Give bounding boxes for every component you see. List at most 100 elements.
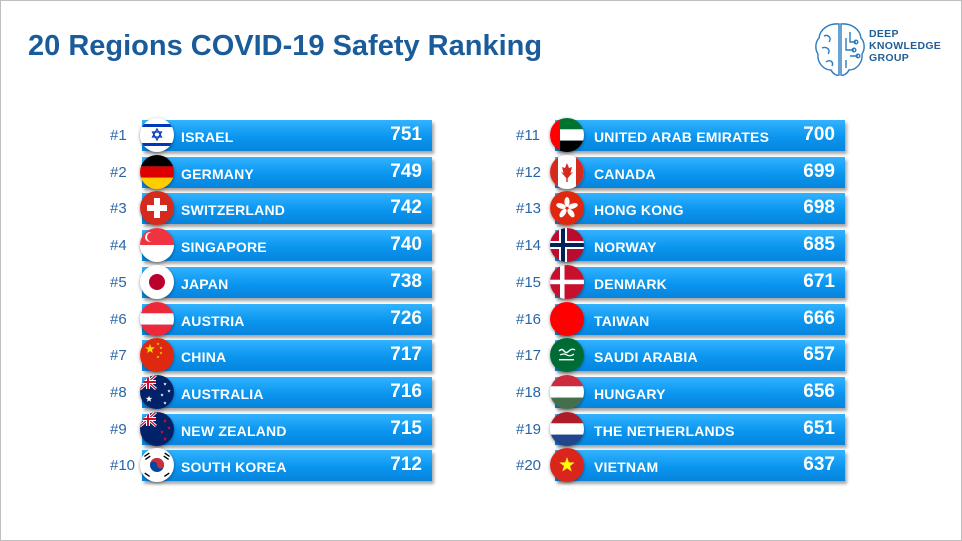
score-value: 751 [390,124,422,145]
rank-label: #5 [110,273,127,291]
rank-label: #18 [516,383,542,401]
netherlands-flag-icon [550,411,584,446]
logo-line: GROUP [869,52,910,64]
ranking-row: #18 HUNGARY 656 [512,374,852,414]
canada-flag-icon [550,154,584,189]
hong-kong-flag-icon [550,191,584,226]
score-value: 698 [803,197,835,219]
rank-label: #13 [516,200,542,218]
score-bar: NEW ZEALAND 715 [142,413,432,445]
ranking-row: #20 VIETNAM 637 [512,448,852,487]
norway-flag-icon [550,228,584,263]
ranking-row: #2 GERMANY 749 [106,154,446,194]
score-value: 685 [803,234,835,256]
ranking-row: #8 AUSTRALIA 716 [106,374,446,414]
rank-label: #2 [110,163,127,181]
ranking-row: #14 NORWAY 685 [512,228,852,267]
ranking-row: #4 SINGAPORE 740 [106,228,446,267]
rank-label: #17 [516,347,542,365]
score-value: 700 [803,124,835,145]
score-bar: SOUTH KOREA 712 [142,450,432,482]
score-bar: TAIWAN 666 [555,303,845,335]
rank-label: #3 [110,200,127,218]
score-value: 749 [390,160,422,182]
region-label: HUNGARY [594,385,666,402]
ranking-row: #9 NEW ZEALAND 715 [106,411,446,451]
score-bar: CHINA 717 [142,340,432,372]
rank-label: #15 [516,273,542,291]
score-value: 740 [390,234,422,256]
vietnam-flag-icon [550,448,584,483]
score-bar: HUNGARY 656 [555,376,845,408]
rank-label: #11 [516,127,540,144]
rank-label: #7 [110,347,127,365]
rank-label: #19 [516,420,542,438]
ranking-row: #19 THE NETHERLANDS 651 [512,411,852,451]
score-bar: HONG KONG 698 [555,193,845,225]
ranking-row: #15 DENMARK 671 [512,264,852,304]
region-label: SOUTH KOREA [181,459,287,476]
ranking-row: #11 UNITED ARAB EMIRATES 700 [512,118,852,157]
logo-text: DEEP KNOWLEDGE GROUP [869,28,941,64]
south-korea-flag-icon [140,448,174,483]
taiwan-flag-icon [550,301,584,336]
score-bar: SWITZERLAND 742 [142,193,432,225]
rank-label: #8 [110,383,127,401]
score-bar: NORWAY 685 [555,230,845,262]
rank-label: #20 [516,457,542,475]
rank-label: #6 [110,310,127,328]
region-label: SWITZERLAND [181,202,286,219]
logo-line: KNOWLEDGE [869,40,942,52]
score-bar: JAPAN 738 [142,266,432,298]
score-value: 712 [390,454,422,476]
logo-line: DEEP [869,28,899,40]
ranking-row: #13 HONG KONG 698 [512,191,852,230]
ranking-row: #17 SAUDI ARABIA 657 [512,338,852,377]
ranking-row: #16 TAIWAN 666 [512,301,852,341]
region-label: CHINA [181,349,227,366]
ranking-row: #12 CANADA 699 [512,154,852,194]
rank-label: #12 [516,163,542,181]
israel-flag-icon [140,118,174,152]
region-label: NEW ZEALAND [181,422,287,439]
saudi-arabia-flag-icon [550,338,584,373]
region-label: DENMARK [594,275,667,292]
rank-label: #4 [110,237,127,255]
rank-label: #9 [110,420,127,438]
ranking-row: #7 CHINA 717 [106,338,446,377]
rank-label: #10 [110,457,136,475]
region-label: ISRAEL [181,129,234,145]
region-label: THE NETHERLANDS [594,422,735,439]
score-value: 637 [803,454,835,476]
score-bar: DENMARK 671 [555,266,845,298]
germany-flag-icon [140,154,174,189]
score-bar: AUSTRALIA 716 [142,376,432,408]
brain-logo-icon [815,23,865,76]
region-label: TAIWAN [594,312,650,329]
score-bar: ISRAEL 751 [142,120,432,151]
rank-label: #14 [516,237,542,255]
region-label: AUSTRIA [181,312,245,329]
score-value: 726 [390,307,422,329]
score-bar: VIETNAM 637 [555,450,845,482]
score-value: 742 [390,197,422,219]
score-value: 717 [390,344,422,366]
score-value: 715 [390,417,422,439]
score-bar: SAUDI ARABIA 657 [555,340,845,372]
australia-flag-icon [140,374,174,409]
region-label: VIETNAM [594,459,659,476]
denmark-flag-icon [550,264,584,299]
ranking-row: #5 JAPAN 738 [106,264,446,304]
region-label: SAUDI ARABIA [594,349,698,366]
ranking-row: #1 ISRAEL 751 [106,118,446,157]
region-label: NORWAY [594,239,657,256]
japan-flag-icon [140,264,174,299]
region-label: AUSTRALIA [181,385,264,402]
ranking-row: #6 AUSTRIA 726 [106,301,446,341]
logo: DEEP KNOWLEDGE GROUP [814,20,944,80]
score-value: 656 [803,380,835,402]
switzerland-flag-icon [140,191,174,226]
score-value: 651 [803,417,835,439]
china-flag-icon [140,338,174,373]
region-label: SINGAPORE [181,239,267,256]
